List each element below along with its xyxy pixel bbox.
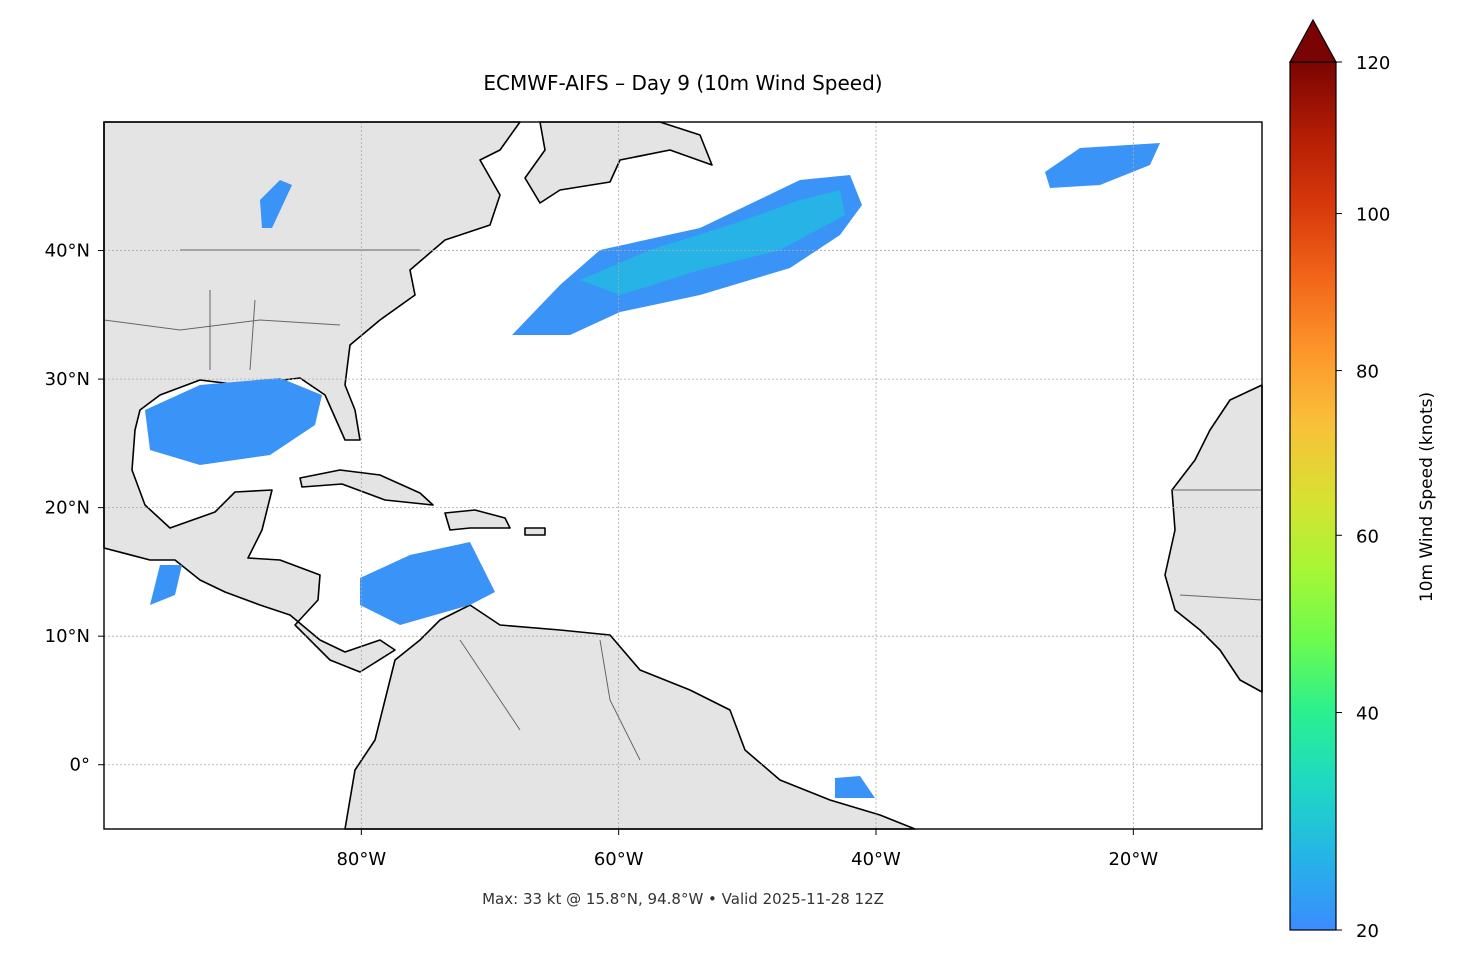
wind-area xyxy=(150,565,182,605)
colorbar-label: 10m Wind Speed (knots) xyxy=(1417,392,1437,602)
x-tick-label: 60°W xyxy=(594,849,644,870)
colorbar-tick-label: 100 xyxy=(1356,205,1390,226)
wind-area xyxy=(835,776,875,798)
colorbar-tick-label: 60 xyxy=(1356,526,1379,547)
footer: Max: 33 kt @ 15.8°N, 94.8°W • Valid 2025… xyxy=(482,890,884,908)
y-tick-label: 20°N xyxy=(45,498,90,519)
wind-area xyxy=(580,190,845,295)
wind-area xyxy=(1045,143,1160,188)
y-tick-label: 10°N xyxy=(45,626,90,647)
y-tick-label: 30°N xyxy=(45,369,90,390)
wind-area xyxy=(145,378,322,465)
x-tick-label: 20°W xyxy=(1108,849,1158,870)
colorbar xyxy=(1289,61,1337,931)
wind-area xyxy=(360,542,495,625)
chart-title: ECMWF-AIFS – Day 9 (10m Wind Speed) xyxy=(483,71,882,95)
cuba xyxy=(299,469,434,506)
north-america xyxy=(103,121,521,673)
colorbar-tick-label: 20 xyxy=(1356,921,1379,942)
colorbar-tick-label: 40 xyxy=(1356,704,1379,725)
colorbar-tick-label: 80 xyxy=(1356,362,1379,383)
colorbar-extend xyxy=(1288,18,1338,63)
x-tick-label: 80°W xyxy=(336,849,386,870)
colorbar-tick-label: 120 xyxy=(1356,53,1390,74)
africa xyxy=(1164,384,1263,693)
map-frame xyxy=(103,121,1263,830)
x-tick-label: 40°W xyxy=(851,849,901,870)
south-america xyxy=(344,604,916,830)
map xyxy=(103,121,1263,830)
hispaniola xyxy=(444,509,511,531)
puerto-rico xyxy=(524,527,546,536)
y-tick-label: 0° xyxy=(70,755,90,776)
borders xyxy=(103,249,1263,761)
y-tick-label: 40°N xyxy=(45,241,90,262)
wind-area xyxy=(260,180,292,228)
